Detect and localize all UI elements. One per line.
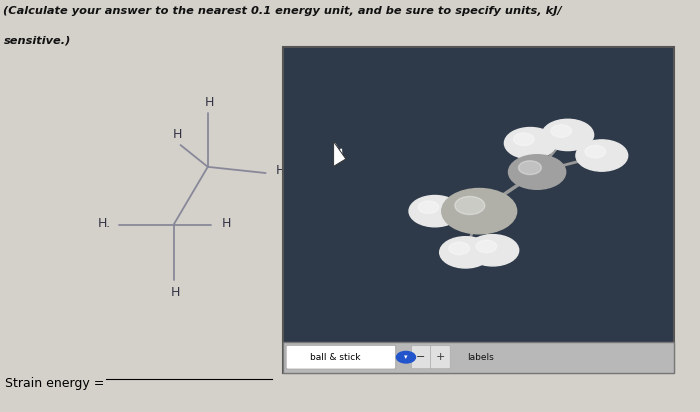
- Text: +: +: [435, 352, 444, 362]
- Text: ball & stick: ball & stick: [310, 353, 361, 362]
- Text: H.: H.: [98, 217, 111, 230]
- FancyBboxPatch shape: [430, 346, 450, 369]
- Text: H: H: [221, 217, 231, 230]
- Bar: [283, 47, 674, 373]
- Bar: [283, 342, 674, 373]
- FancyBboxPatch shape: [412, 346, 431, 369]
- Text: H: H: [205, 96, 214, 110]
- Text: sensitive.): sensitive.): [4, 35, 71, 45]
- Text: H: H: [172, 128, 182, 141]
- Circle shape: [455, 197, 485, 215]
- Circle shape: [585, 145, 606, 158]
- Text: H: H: [171, 286, 181, 299]
- Circle shape: [442, 188, 517, 234]
- Circle shape: [551, 125, 572, 137]
- Circle shape: [418, 201, 439, 213]
- FancyBboxPatch shape: [286, 345, 395, 369]
- Polygon shape: [334, 142, 346, 166]
- Text: −: −: [416, 352, 426, 362]
- Circle shape: [576, 140, 628, 171]
- Text: (Calculate your answer to the nearest 0.1 energy unit, and be sure to specify un: (Calculate your answer to the nearest 0.…: [4, 6, 562, 16]
- Text: Strain energy =: Strain energy =: [6, 377, 105, 390]
- Circle shape: [467, 234, 519, 266]
- Circle shape: [505, 128, 556, 159]
- Circle shape: [508, 154, 566, 189]
- Text: ▾: ▾: [404, 354, 407, 360]
- Text: H: H: [276, 164, 286, 178]
- Circle shape: [409, 195, 461, 227]
- Text: labels: labels: [468, 353, 494, 362]
- Circle shape: [519, 161, 541, 175]
- Circle shape: [396, 351, 416, 363]
- Circle shape: [514, 133, 534, 145]
- Circle shape: [476, 240, 497, 253]
- Circle shape: [440, 236, 491, 268]
- Circle shape: [542, 119, 594, 151]
- Circle shape: [449, 242, 470, 255]
